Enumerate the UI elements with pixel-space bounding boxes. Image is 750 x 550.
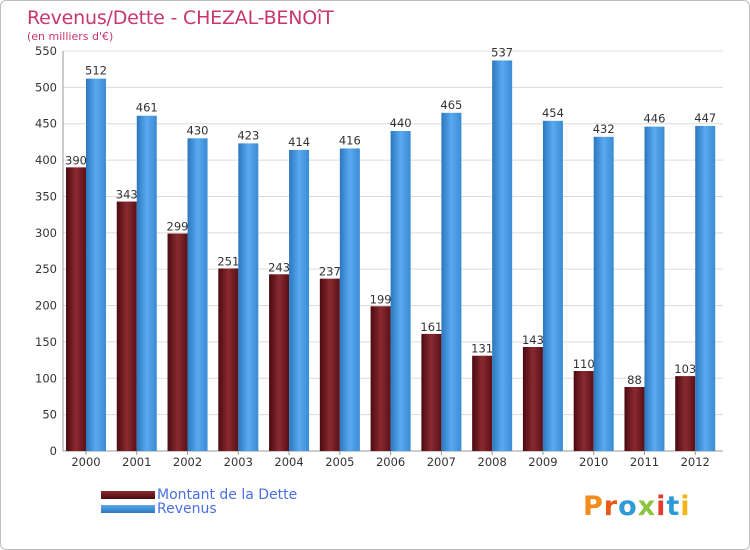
data-label-revenus: 447 (694, 111, 716, 125)
data-label-revenus: 446 (643, 112, 665, 126)
legend-swatch-dette (101, 491, 155, 499)
data-label-dette: 88 (627, 373, 642, 387)
x-tick-label: 2010 (579, 455, 608, 469)
data-label-dette: 161 (420, 320, 442, 334)
legend-item-dette: Montant de la Dette (101, 488, 297, 502)
bar-revenus (441, 112, 462, 452)
bar-dette (319, 278, 340, 451)
x-tick-label: 2005 (325, 455, 354, 469)
y-tick-label: 250 (35, 262, 57, 276)
data-label-revenus: 440 (390, 116, 412, 130)
data-label-revenus: 414 (288, 135, 310, 149)
bar-revenus (542, 120, 563, 452)
data-label-revenus: 461 (136, 101, 158, 115)
data-label-revenus: 512 (85, 64, 107, 78)
data-label-revenus: 465 (440, 98, 462, 112)
y-tick-label: 350 (35, 189, 57, 203)
data-label-dette: 251 (217, 254, 239, 268)
logo-letter: x (637, 491, 657, 522)
logo-letter: P (583, 491, 604, 522)
y-tick-label: 550 (35, 44, 57, 58)
bar-dette (269, 274, 290, 451)
x-tick-label: 2003 (224, 455, 253, 469)
y-tick-label: 100 (35, 371, 57, 385)
data-label-dette: 103 (674, 362, 696, 376)
data-label-revenus: 430 (187, 123, 209, 137)
legend-label-revenus: Revenus (157, 501, 217, 517)
data-label-dette: 237 (319, 265, 341, 279)
x-tick-label: 2012 (681, 455, 710, 469)
data-label-dette: 110 (573, 357, 595, 371)
legend-label-dette: Montant de la Dette (157, 487, 298, 503)
y-tick-label: 200 (35, 299, 57, 313)
data-label-dette: 243 (268, 260, 290, 274)
x-tick-label: 2001 (122, 455, 151, 469)
legend-swatch-revenus (101, 505, 155, 513)
bar-revenus (390, 131, 411, 451)
x-tick-label: 2002 (173, 455, 202, 469)
bar-dette (370, 306, 391, 451)
y-tick-label: 50 (42, 408, 57, 422)
y-tick-label: 300 (35, 226, 57, 240)
data-label-revenus: 432 (593, 122, 615, 136)
bar-dette (66, 167, 86, 451)
x-tick-label: 2006 (376, 455, 405, 469)
y-tick-label: 400 (35, 153, 57, 167)
bar-revenus (593, 136, 614, 451)
x-tick-label: 2007 (427, 455, 456, 469)
data-label-dette: 343 (116, 188, 138, 202)
chart-title: Revenus/Dette - CHEZAL-BENOîT (27, 7, 334, 29)
bar-revenus (492, 60, 513, 452)
logo-letter: t (666, 491, 681, 522)
logo-letter: r (603, 491, 619, 522)
data-label-revenus: 423 (237, 128, 259, 142)
x-tick-label: 2009 (528, 455, 557, 469)
logo-letter: o (618, 491, 638, 522)
y-tick-label: 450 (35, 117, 57, 131)
x-tick-label: 2004 (274, 455, 303, 469)
x-tick-label: 2000 (71, 455, 100, 469)
data-label-dette: 131 (471, 342, 493, 356)
data-label-revenus: 454 (542, 106, 564, 120)
proxiti-logo: Proxiti (583, 491, 691, 522)
legend-item-revenus: Revenus (101, 502, 217, 516)
data-label-dette: 143 (522, 333, 544, 347)
bar-revenus (136, 115, 157, 452)
bar-revenus (289, 149, 310, 451)
data-label-revenus: 537 (491, 45, 513, 59)
bar-dette (116, 201, 137, 451)
bar-dette (421, 333, 442, 451)
data-label-revenus: 416 (339, 133, 361, 147)
x-tick-label: 2008 (478, 455, 507, 469)
bar-revenus (339, 148, 360, 452)
bar-revenus (644, 126, 665, 452)
data-label-dette: 390 (65, 153, 87, 167)
data-label-dette: 199 (370, 292, 392, 306)
logo-letter: i (656, 491, 667, 522)
bar-revenus (238, 143, 259, 451)
logo-letter: i (680, 491, 691, 522)
data-label-dette: 299 (167, 220, 189, 234)
x-tick-label: 2011 (630, 455, 659, 469)
y-tick-label: 150 (35, 335, 57, 349)
bar-revenus (695, 125, 716, 451)
bar-dette (573, 371, 594, 451)
bar-dette (675, 376, 696, 451)
y-tick-label: 500 (35, 80, 57, 94)
bar-revenus (86, 78, 106, 452)
chart-subtitle: (en milliers d'€) (27, 30, 114, 43)
bar-dette (218, 268, 239, 451)
bar-dette (167, 233, 188, 451)
bar-dette (522, 347, 543, 451)
y-tick-label: 0 (50, 444, 57, 458)
bar-dette (624, 387, 645, 451)
bar-dette (472, 355, 493, 451)
bar-revenus (187, 138, 208, 452)
